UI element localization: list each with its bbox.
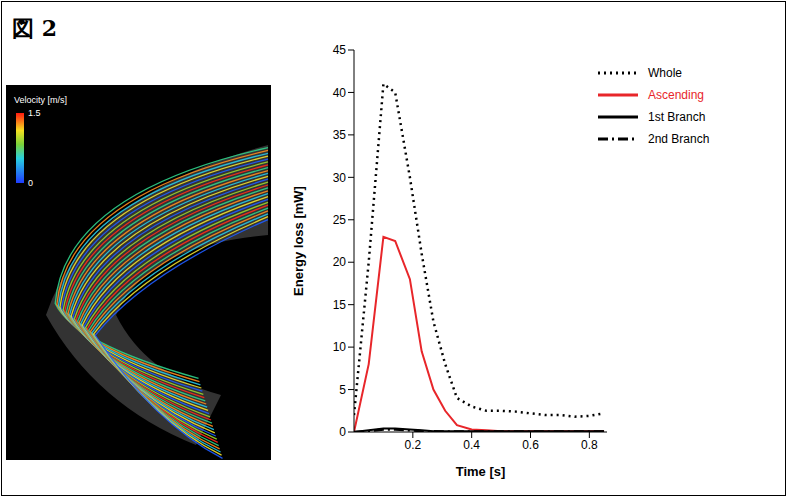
svg-text:Velocity [m/s]: Velocity [m/s] <box>14 95 67 105</box>
html-text:1st Branch: 1st Branch <box>648 110 706 124</box>
html-text:2nd Branch: 2nd Branch <box>648 132 710 146</box>
html-text:Whole: Whole <box>648 66 682 80</box>
svg-text:0.2: 0.2 <box>404 438 421 452</box>
svg-text:0.6: 0.6 <box>522 438 539 452</box>
svg-text:Time [s]: Time [s] <box>456 464 506 479</box>
html-text:図 2: 図 2 <box>12 15 57 41</box>
svg-text:0: 0 <box>28 178 33 188</box>
svg-text:0.8: 0.8 <box>581 438 598 452</box>
svg-text:30: 30 <box>333 171 347 185</box>
svg-text:Energy loss [mW]: Energy loss [mW] <box>291 186 306 296</box>
svg-text:25: 25 <box>333 213 347 227</box>
svg-text:15: 15 <box>333 298 347 312</box>
svg-text:1.5: 1.5 <box>28 108 41 118</box>
svg-text:40: 40 <box>333 86 347 100</box>
svg-text:20: 20 <box>333 255 347 269</box>
svg-text:5: 5 <box>339 383 346 397</box>
svg-text:10: 10 <box>333 340 347 354</box>
svg-text:0.4: 0.4 <box>463 438 480 452</box>
html-text:Ascending: Ascending <box>648 88 704 102</box>
svg-text:0: 0 <box>339 425 346 439</box>
svg-text:45: 45 <box>333 43 347 57</box>
svg-text:35: 35 <box>333 128 347 142</box>
